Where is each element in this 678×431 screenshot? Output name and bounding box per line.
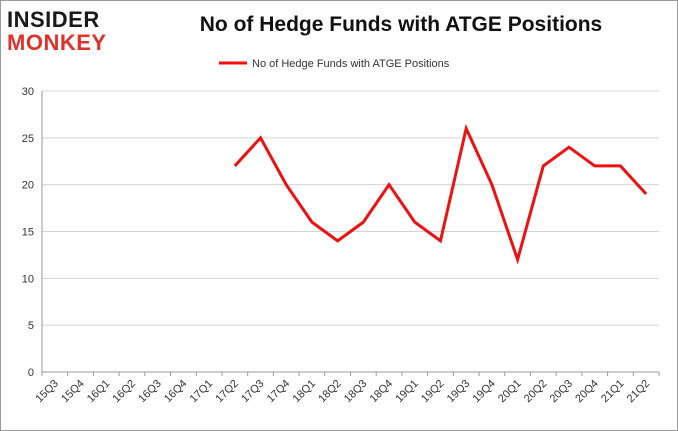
x-tick-label-17Q2: 17Q2 [213,378,241,406]
grid-lines [42,90,659,326]
logo-line-1: INSIDER [7,7,100,32]
x-tick-label-17Q4: 17Q4 [265,378,293,406]
x-tick-label-18Q1: 18Q1 [291,378,319,406]
axes [41,91,660,376]
y-tick-label-5: 5 [28,320,34,332]
legend: No of Hedge Funds with ATGE Positions [219,58,450,70]
x-tick-label-20Q2: 20Q2 [522,378,550,406]
legend-label: No of Hedge Funds with ATGE Positions [252,58,450,70]
x-tick-label-19Q4: 19Q4 [470,378,498,406]
x-tick-label-16Q2: 16Q2 [111,378,139,406]
x-tick-label-19Q2: 19Q2 [419,378,447,406]
x-tick-label-18Q4: 18Q4 [368,378,396,406]
x-tick-label-15Q3: 15Q3 [33,378,61,406]
x-axis-ticks: 15Q315Q416Q116Q216Q316Q417Q117Q217Q317Q4… [33,378,652,406]
x-tick-label-20Q1: 20Q1 [496,378,524,406]
y-axis-ticks: 0 5 10 15 20 25 30 [22,86,34,379]
x-tick-label-15Q4: 15Q4 [59,378,87,406]
x-tick-label-18Q3: 18Q3 [342,378,370,406]
y-tick-label-10: 10 [22,273,34,285]
x-tick-label-17Q1: 17Q1 [188,378,216,406]
x-tick-label-18Q2: 18Q2 [316,378,344,406]
x-tick-label-19Q3: 19Q3 [445,378,473,406]
y-tick-label-20: 20 [22,180,34,192]
logo-line-2: MONKEY [7,30,107,55]
y-tick-label-0: 0 [28,367,34,379]
x-tick-label-21Q1: 21Q1 [599,378,627,406]
insider-monkey-logo: INSIDER MONKEY [7,5,127,55]
x-tick-label-16Q3: 16Q3 [136,378,164,406]
series-layer [233,123,648,265]
y-tick-label-25: 25 [22,133,34,145]
x-tick-label-20Q4: 20Q4 [573,378,601,406]
x-tick-label-21Q2: 21Q2 [625,378,653,406]
x-tick-label-19Q1: 19Q1 [393,378,421,406]
x-tick-label-17Q3: 17Q3 [239,378,267,406]
x-tick-label-16Q4: 16Q4 [162,378,190,406]
y-tick-label-15: 15 [22,227,34,239]
y-tick-label-30: 30 [22,86,34,98]
x-tick-label-20Q3: 20Q3 [548,378,576,406]
x-tick-label-16Q1: 16Q1 [85,378,113,406]
chart-title: No of Hedge Funds with ATGE Positions [199,13,603,36]
series-line-0 [233,123,648,265]
